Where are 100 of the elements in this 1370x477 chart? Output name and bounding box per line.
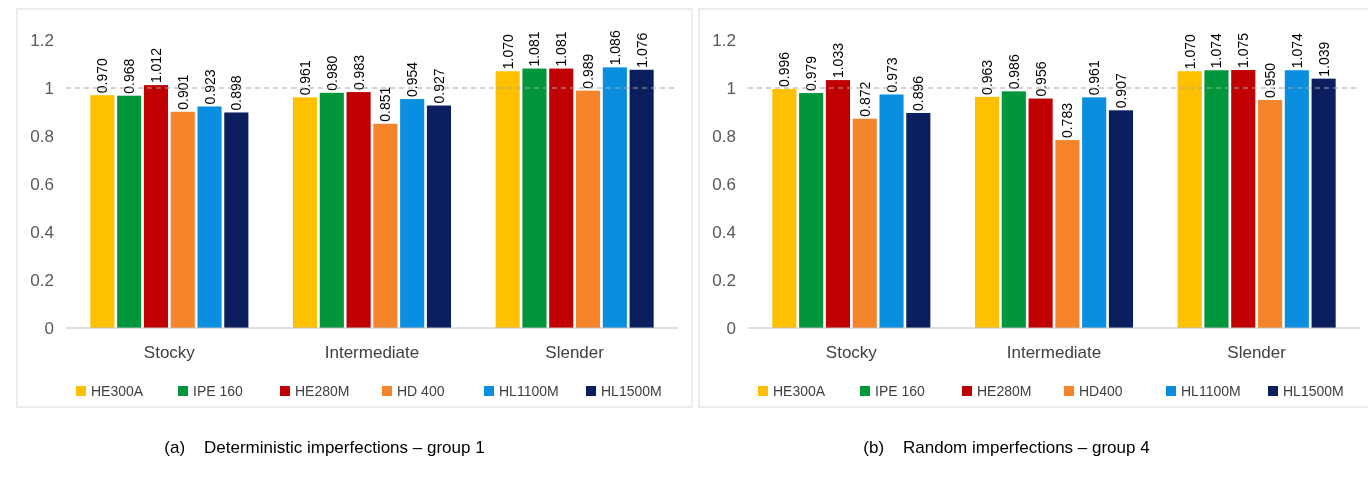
- y-tick-label: 0.4: [30, 223, 54, 242]
- data-label: 1.070: [1181, 33, 1198, 70]
- legend-label: HD 400: [397, 383, 445, 399]
- legend-label: HD400: [1079, 383, 1123, 399]
- data-label: 0.961: [297, 60, 314, 96]
- data-label: 1.081: [553, 31, 570, 67]
- bar: [799, 93, 824, 328]
- bar: [373, 123, 398, 328]
- data-label: 1.075: [1235, 32, 1252, 68]
- legend-label: HE280M: [295, 383, 350, 399]
- legend-label: HE280M: [977, 383, 1032, 399]
- data-label: 1.074: [1288, 32, 1305, 69]
- bar: [549, 68, 574, 328]
- data-label: 0.980: [323, 55, 340, 91]
- text: (b) Random imperfections – group 4: [863, 438, 1150, 457]
- bar: [879, 94, 904, 328]
- bar: [426, 105, 452, 328]
- data-label: 0.907: [1112, 73, 1129, 109]
- data-label: 1.070: [499, 33, 516, 70]
- bar: [575, 90, 601, 328]
- legend-label: HL1500M: [1283, 383, 1344, 399]
- bar: [197, 106, 222, 328]
- data-label: 0.896: [910, 75, 927, 111]
- bar: [1108, 110, 1134, 328]
- bar: [852, 118, 877, 328]
- x-tick-label: Slender: [1227, 343, 1287, 362]
- data-label: 0.986: [1005, 54, 1022, 90]
- bar: [1204, 70, 1229, 328]
- y-tick-label: 0: [726, 319, 736, 338]
- x-tick-label: Slender: [545, 343, 605, 362]
- y-tick-label: 1: [44, 79, 54, 98]
- data-label: 0.927: [430, 68, 447, 104]
- x-tick-label: Stocky: [143, 343, 196, 362]
- data-label: 0.973: [883, 57, 900, 93]
- data-label: 0.956: [1032, 61, 1049, 97]
- data-label: 0.970: [94, 57, 111, 94]
- data-label: 0.898: [228, 75, 245, 111]
- legend-label: IPE 160: [193, 383, 244, 399]
- bar: [629, 69, 654, 328]
- bar: [319, 92, 344, 328]
- data-label: 1.012: [147, 47, 164, 84]
- data-label: 1.033: [829, 42, 846, 79]
- data-label: 0.851: [377, 86, 394, 122]
- bar: [1231, 70, 1256, 328]
- y-tick-label: 0.8: [30, 127, 54, 146]
- x-tick-label: Intermediate: [1006, 343, 1102, 362]
- y-tick-label: 0.8: [712, 127, 736, 146]
- data-label: 1.086: [606, 30, 623, 66]
- data-label: 1.076: [633, 32, 650, 68]
- bar: [1001, 91, 1026, 328]
- y-tick-label: 0.2: [712, 271, 736, 290]
- legend-label: HE300A: [91, 383, 144, 399]
- y-tick-label: 0.6: [30, 175, 54, 194]
- bar: [522, 68, 547, 328]
- data-label: 1.039: [1315, 41, 1332, 77]
- bar: [1028, 98, 1053, 328]
- legend-label: IPE 160: [875, 383, 926, 399]
- x-tick-label: Intermediate: [324, 343, 420, 362]
- data-label: 0.872: [856, 81, 873, 117]
- data-label: 0.961: [1086, 60, 1103, 96]
- data-label: 0.783: [1059, 102, 1076, 139]
- data-label: 0.989: [580, 53, 597, 89]
- bar: [1311, 78, 1336, 328]
- bar: [400, 99, 425, 328]
- bar: [1257, 100, 1283, 328]
- bar: [906, 112, 931, 328]
- data-label: 0.968: [121, 58, 138, 94]
- data-label: 0.983: [350, 54, 367, 91]
- bar: [602, 67, 627, 328]
- y-tick-label: 0.4: [712, 223, 736, 242]
- bar: [1177, 71, 1202, 328]
- data-label: 0.950: [1262, 62, 1279, 98]
- bar: [90, 95, 115, 328]
- bar: [1055, 140, 1080, 328]
- y-tick-label: 1.2: [712, 31, 736, 50]
- bar: [346, 92, 371, 328]
- legend-label: HE300A: [773, 383, 826, 399]
- data-label: 0.923: [201, 69, 218, 105]
- bar: [495, 71, 520, 328]
- bar: [772, 88, 797, 328]
- data-label: 0.901: [174, 74, 191, 110]
- legend-label: HL1100M: [1181, 383, 1241, 399]
- data-label: 1.081: [526, 31, 543, 67]
- y-tick-label: 0.2: [30, 271, 54, 290]
- y-tick-label: 1: [726, 79, 736, 98]
- data-label: 1.074: [1208, 32, 1225, 69]
- data-label: 0.996: [776, 51, 793, 87]
- y-tick-label: 0: [44, 319, 54, 338]
- data-label: 0.963: [979, 59, 996, 95]
- bar: [292, 97, 318, 328]
- text: (a) Deterministic imperfections – group 1: [164, 438, 485, 457]
- bar: [117, 95, 142, 328]
- y-tick-label: 1.2: [30, 31, 54, 50]
- y-tick-label: 0.6: [712, 175, 736, 194]
- bar: [974, 96, 1000, 328]
- bar: [1284, 70, 1309, 328]
- bar: [825, 80, 851, 328]
- bar: [170, 111, 195, 328]
- data-label: 0.979: [803, 55, 820, 92]
- data-label: 0.954: [404, 61, 421, 98]
